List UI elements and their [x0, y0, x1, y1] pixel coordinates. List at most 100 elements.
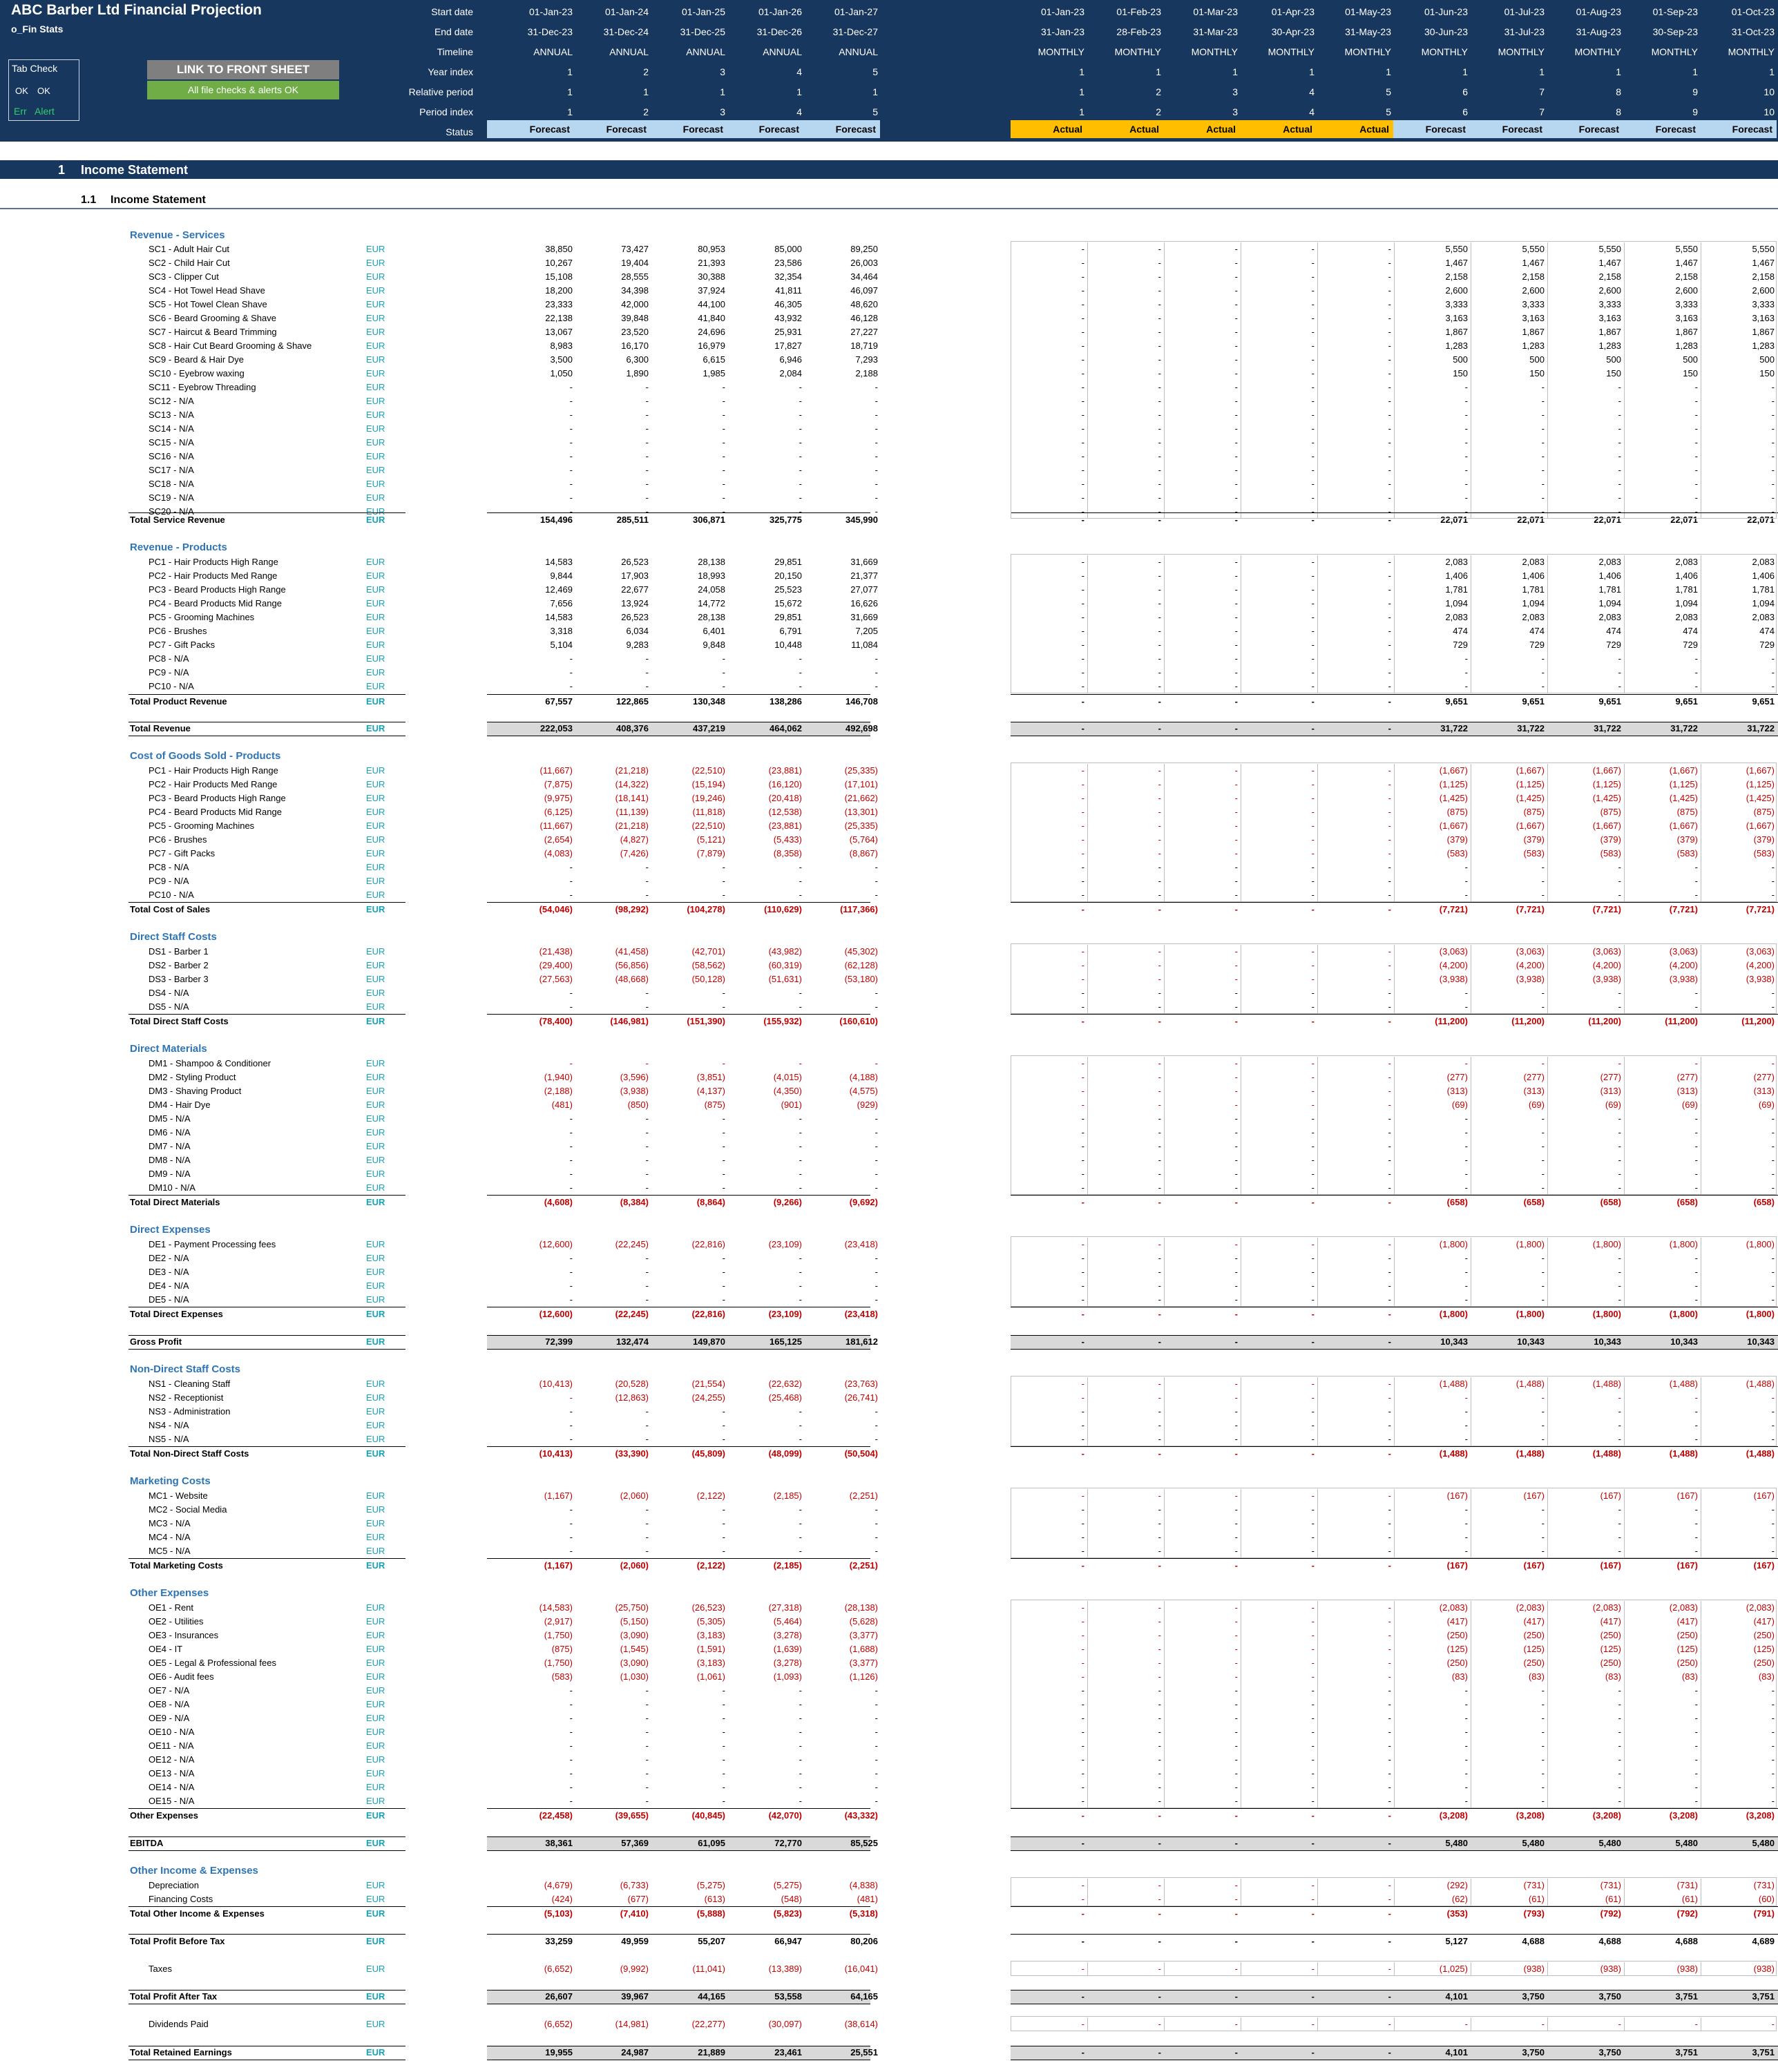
- monthly-cell-border: [1317, 959, 1318, 972]
- monthly-value: -: [1388, 2047, 1391, 2057]
- monthly-cell-border: [1547, 353, 1548, 367]
- annual-value: (1,167): [544, 1560, 573, 1571]
- link-to-front-sheet-button[interactable]: LINK TO FRONT SHEET: [147, 60, 339, 79]
- annual-value: -: [799, 667, 802, 678]
- monthly-cell-border: [1164, 986, 1165, 1000]
- annual-value: -: [722, 1420, 725, 1430]
- annual-value: (39,655): [615, 1810, 649, 1821]
- monthly-value: -: [1081, 946, 1084, 957]
- monthly-cell-border: [1087, 638, 1088, 652]
- annual-value: -: [569, 1182, 573, 1193]
- line-item-label: SC7 - Haircut & Beard Trimming: [149, 327, 277, 337]
- monthly-value: -: [1771, 1546, 1775, 1556]
- header-cell-end: 31-Mar-23: [1193, 26, 1238, 37]
- monthly-value: (379): [1753, 834, 1775, 845]
- annual-value: -: [645, 1267, 649, 1277]
- monthly-cell-border: [1087, 986, 1088, 1000]
- monthly-cell-border: [1394, 298, 1395, 311]
- monthly-value: (277): [1600, 1072, 1621, 1082]
- monthly-value: -: [1311, 506, 1315, 517]
- monthly-cell-border: [1394, 1531, 1395, 1544]
- currency-label: EUR: [366, 904, 385, 914]
- monthly-value: -: [1158, 598, 1161, 608]
- monthly-value: 3,333: [1675, 299, 1698, 309]
- annual-value: -: [874, 1182, 878, 1193]
- currency-label: EUR: [366, 779, 385, 789]
- monthly-value: -: [1464, 437, 1468, 448]
- monthly-input-block: [1011, 1236, 1777, 1307]
- monthly-value: -: [1388, 640, 1391, 650]
- monthly-value: -: [1388, 1602, 1391, 1613]
- monthly-value: 1,867: [1598, 327, 1621, 337]
- monthly-value: -: [1771, 410, 1775, 420]
- monthly-value: 3,750: [1522, 1991, 1545, 2002]
- annual-value: -: [645, 1420, 649, 1430]
- monthly-value: 3,750: [1522, 2047, 1545, 2057]
- annual-value: -: [874, 681, 878, 691]
- line-item-row: PC7 - Gift Packs EUR 5,104 9,283 9,848 10,448…: [0, 638, 1778, 652]
- monthly-value: 5,480: [1675, 1838, 1698, 1848]
- monthly-value: -: [1311, 1267, 1315, 1277]
- monthly-value: -: [1081, 1113, 1084, 1124]
- monthly-value: -: [1618, 862, 1621, 872]
- monthly-value: -: [1081, 1001, 1084, 1012]
- currency-label: EUR: [366, 1796, 385, 1806]
- total-row: Total Service Revenue EUR 154,496 285,511 30…: [0, 513, 1778, 527]
- monthly-value: -: [1388, 1336, 1391, 1347]
- monthly-value: -: [1158, 904, 1161, 914]
- monthly-value: -: [1311, 1309, 1315, 1319]
- monthly-cell-border: [1164, 1112, 1165, 1126]
- monthly-value: -: [1464, 1141, 1468, 1151]
- monthly-value: -: [1694, 1504, 1698, 1515]
- monthly-value: 5,550: [1752, 244, 1775, 254]
- annual-value: (875): [551, 1644, 573, 1654]
- monthly-value: -: [1464, 1294, 1468, 1305]
- monthly-value: -: [1311, 1294, 1315, 1305]
- monthly-value: 1,406: [1675, 570, 1698, 581]
- monthly-value: 1,867: [1522, 327, 1545, 337]
- currency-label: EUR: [366, 340, 385, 351]
- monthly-value: (1,800): [1592, 1239, 1621, 1249]
- annual-value: (1,639): [773, 1644, 802, 1654]
- monthly-value: -: [1158, 1630, 1161, 1640]
- monthly-cell-border: [1547, 1265, 1548, 1279]
- annual-value: (4,608): [544, 1197, 573, 1207]
- monthly-value: -: [1311, 1072, 1315, 1082]
- monthly-cell-border: [1394, 1405, 1395, 1419]
- annual-value: (10,413): [539, 1448, 573, 1459]
- monthly-cell-border: [1547, 1140, 1548, 1153]
- monthly-value: -: [1234, 612, 1238, 622]
- header-cell-timeline: MONTHLY: [1728, 46, 1775, 57]
- monthly-value: -: [1618, 681, 1621, 691]
- line-item-label: OE12 - N/A: [149, 1754, 195, 1765]
- monthly-cell-border: [1547, 959, 1548, 972]
- monthly-cell-border: [1087, 1126, 1088, 1140]
- monthly-value: 1,781: [1675, 584, 1698, 595]
- monthly-cell-border: [1394, 569, 1395, 583]
- monthly-value: (1,800): [1439, 1239, 1468, 1249]
- monthly-value: -: [1311, 612, 1315, 622]
- monthly-cell-border: [1164, 408, 1165, 422]
- currency-label: EUR: [366, 1964, 385, 1974]
- monthly-value: -: [1081, 1058, 1084, 1068]
- annual-value: -: [799, 890, 802, 900]
- header-cell-start: 01-Mar-23: [1193, 6, 1238, 17]
- monthly-cell-border: [1624, 298, 1625, 311]
- annual-value: (4,679): [544, 1880, 573, 1890]
- annual-value: -: [874, 1754, 878, 1765]
- header-label: Status: [446, 126, 473, 137]
- monthly-value: -: [1081, 1490, 1084, 1501]
- monthly-value: -: [1618, 1532, 1621, 1542]
- category-label: Direct Staff Costs: [130, 931, 217, 943]
- annual-value: (30,097): [768, 2019, 802, 2029]
- annual-value: (29,400): [539, 960, 573, 970]
- monthly-value: (417): [1753, 1616, 1775, 1627]
- monthly-value: 3,163: [1675, 313, 1698, 323]
- monthly-cell-border: [1087, 1153, 1088, 1167]
- monthly-value: -: [1081, 258, 1084, 268]
- monthly-value: 729: [1453, 640, 1468, 650]
- total-row: EBITDA EUR 38,361 57,369 61,095 72,770 85,525-…: [0, 1836, 1778, 1850]
- monthly-cell-border: [1317, 805, 1318, 819]
- monthly-value: -: [1158, 1127, 1161, 1138]
- monthly-value: -: [1081, 244, 1084, 254]
